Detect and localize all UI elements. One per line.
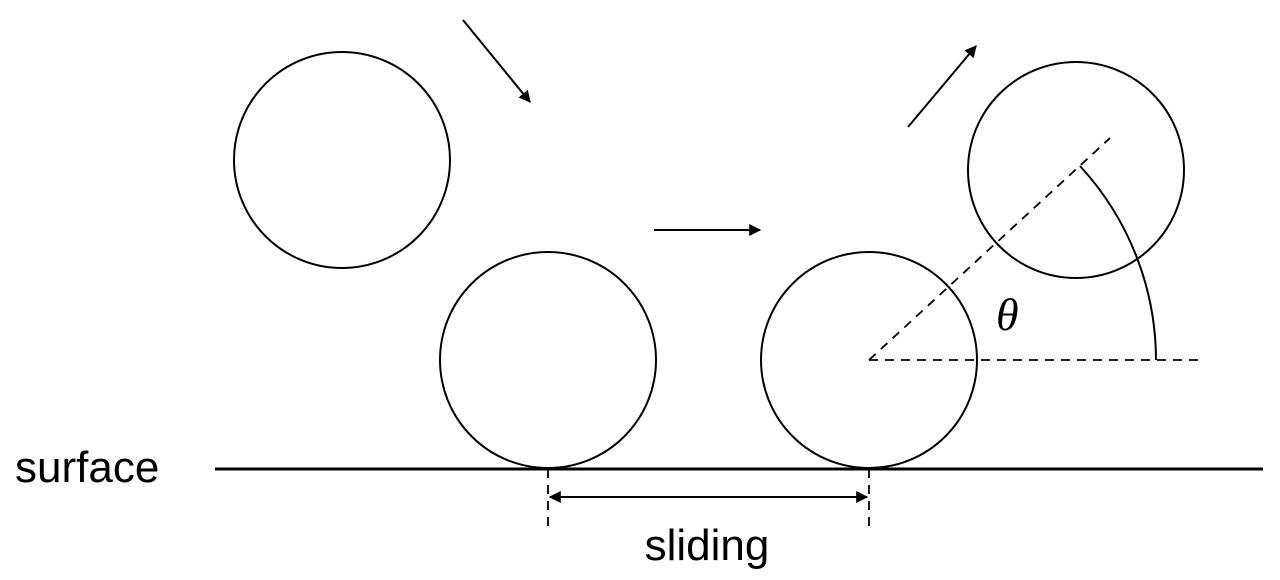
angle-reference-diagonal [868,137,1111,361]
angle-arc [1079,165,1157,361]
particle-incoming [233,51,451,269]
incoming-arrow [462,19,531,103]
angle-label: θ [996,289,1019,340]
particle-first-contact [439,251,657,469]
sliding-label: sliding [645,521,770,570]
particle-outgoing [967,61,1185,279]
surface-label: surface [15,443,159,492]
outgoing-arrow [907,45,977,128]
particle-second-contact [760,251,978,469]
